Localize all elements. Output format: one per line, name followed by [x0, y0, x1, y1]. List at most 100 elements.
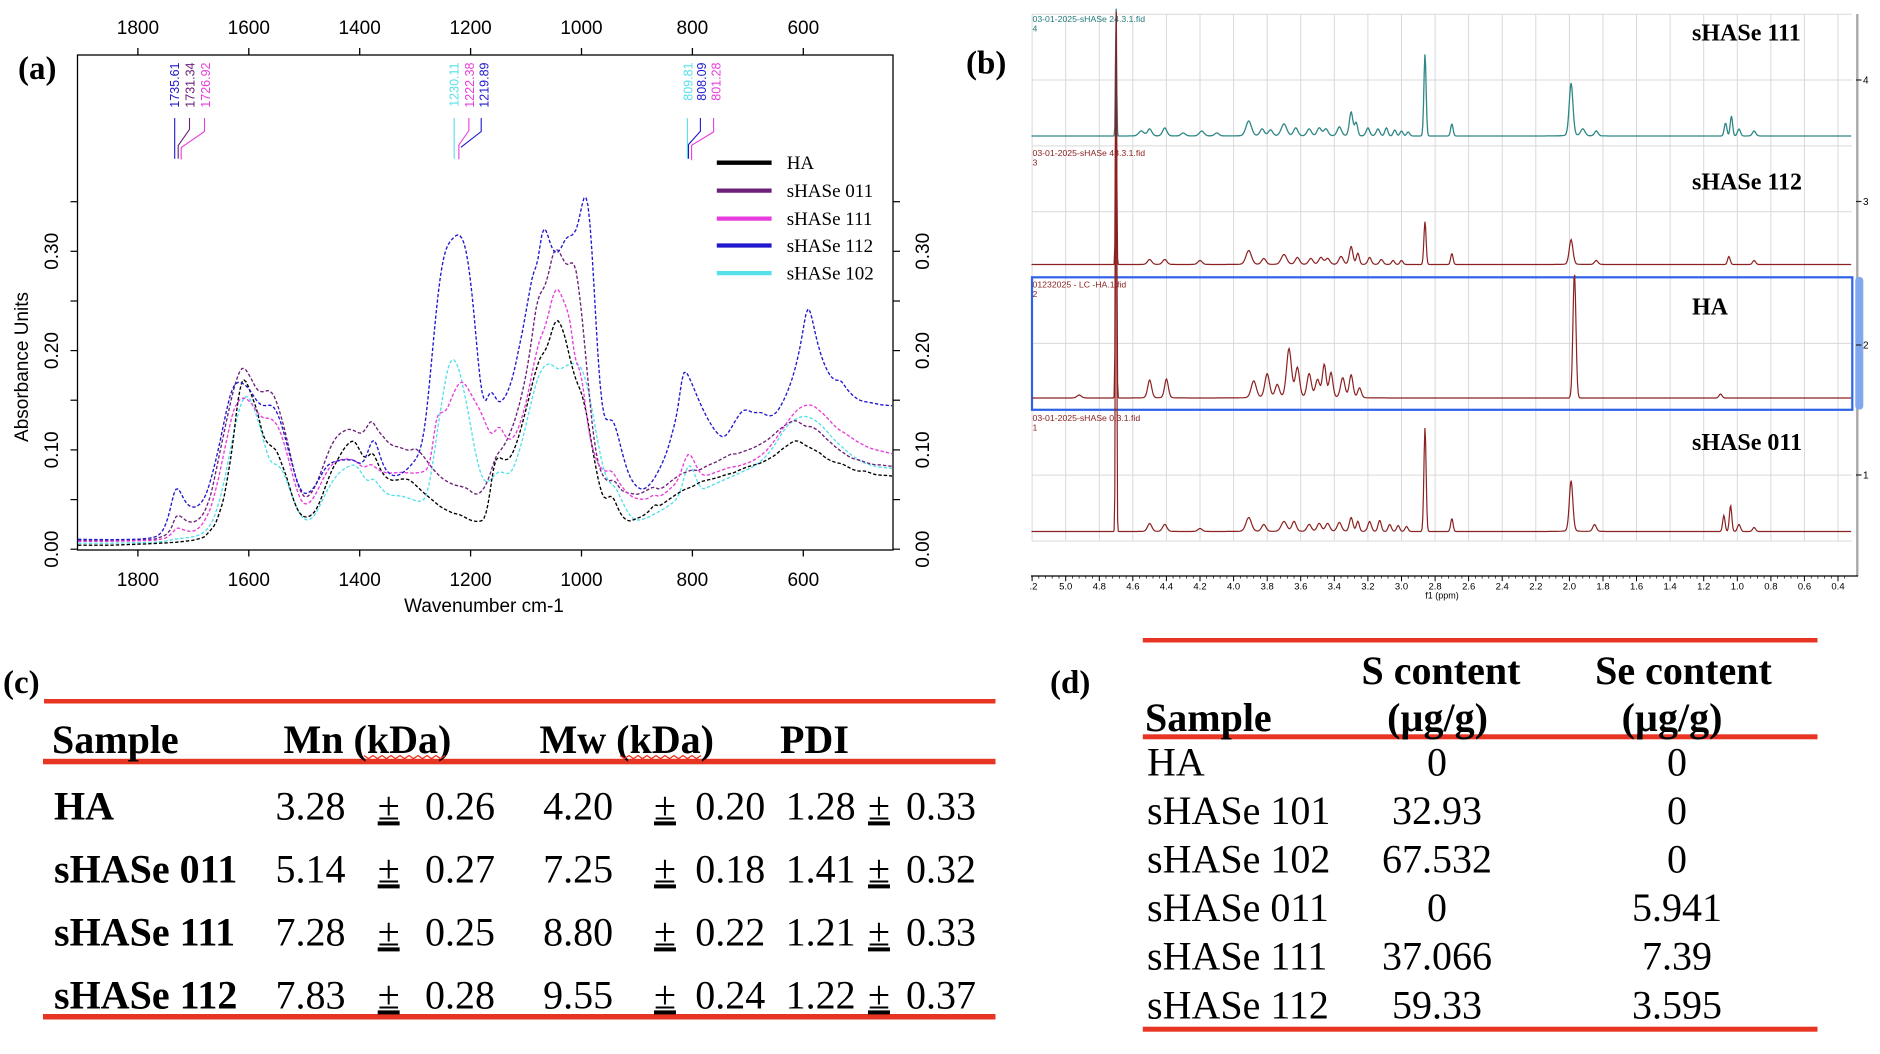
svg-text:sHASe 011: sHASe 011 [1692, 430, 1802, 456]
svg-text:sHASe 011: sHASe 011 [787, 181, 873, 202]
svg-text:600: 600 [787, 18, 819, 39]
svg-text:sHASe 111: sHASe 111 [787, 209, 873, 230]
svg-text:2.8: 2.8 [1428, 582, 1441, 593]
svg-text:(b): (b) [966, 46, 1006, 82]
svg-text:±: ± [868, 972, 890, 1017]
svg-text:sHASe 111: sHASe 111 [1147, 934, 1327, 979]
svg-text:3.595: 3.595 [1632, 982, 1722, 1027]
svg-text:Se content: Se content [1595, 648, 1772, 693]
svg-text:sHASe 011: sHASe 011 [1147, 885, 1329, 930]
svg-text:Sample: Sample [1145, 695, 1272, 740]
svg-text:0.6: 0.6 [1798, 582, 1811, 593]
svg-text:±: ± [654, 783, 676, 828]
svg-text:8.80: 8.80 [543, 909, 613, 954]
svg-text:0.30: 0.30 [42, 233, 63, 270]
svg-text:HA: HA [1147, 739, 1205, 784]
svg-text:0.22: 0.22 [695, 909, 765, 954]
svg-text:±: ± [868, 783, 890, 828]
svg-text:1200: 1200 [449, 570, 491, 591]
svg-text:1.6: 1.6 [1630, 582, 1643, 593]
svg-text:03-01-2025-sHASe 48.3.1.fid: 03-01-2025-sHASe 48.3.1.fid [1033, 148, 1146, 158]
svg-text:1.41: 1.41 [786, 846, 856, 891]
svg-text:1726.92: 1726.92 [199, 62, 213, 107]
svg-text:0.10: 0.10 [913, 431, 934, 468]
svg-text:7.28: 7.28 [276, 909, 346, 954]
svg-text:(µg/g): (µg/g) [1622, 695, 1723, 740]
svg-text:0.30: 0.30 [913, 233, 934, 270]
svg-text:2.6: 2.6 [1462, 582, 1475, 593]
svg-text:±: ± [654, 972, 676, 1017]
svg-text:(c): (c) [3, 665, 40, 701]
svg-text:0.20: 0.20 [42, 332, 63, 369]
svg-text:809.81: 809.81 [681, 62, 695, 100]
svg-text:03-01-2025-sHASe 24.3.1.fid: 03-01-2025-sHASe 24.3.1.fid [1033, 14, 1146, 24]
svg-text:Absorbance Units: Absorbance Units [12, 292, 33, 442]
svg-text:0.32: 0.32 [906, 846, 976, 891]
svg-text:0: 0 [1667, 739, 1687, 784]
svg-text:4.6: 4.6 [1126, 582, 1139, 593]
svg-text:sHASe 111: sHASe 111 [1692, 21, 1801, 47]
svg-text:0.28: 0.28 [425, 972, 495, 1017]
svg-text:600: 600 [787, 570, 819, 591]
svg-text:3.6: 3.6 [1294, 582, 1307, 593]
svg-text:0.4: 0.4 [1831, 582, 1844, 593]
svg-text:59.33: 59.33 [1392, 982, 1482, 1027]
svg-text:0.27: 0.27 [425, 846, 495, 891]
svg-text:±: ± [654, 846, 676, 891]
svg-text:sHASe 102: sHASe 102 [787, 263, 874, 284]
svg-text:32.93: 32.93 [1392, 788, 1482, 833]
svg-text:0.33: 0.33 [906, 909, 976, 954]
svg-text:±: ± [868, 846, 890, 891]
svg-text:1.21: 1.21 [786, 909, 856, 954]
svg-text:03-01-2025-sHASe 0.3.1.fid: 03-01-2025-sHASe 0.3.1.fid [1033, 413, 1141, 423]
svg-text:1000: 1000 [560, 18, 602, 39]
svg-text:sHASe 112: sHASe 112 [54, 972, 237, 1017]
svg-text:(a): (a) [18, 51, 56, 87]
svg-text:1731.34: 1731.34 [184, 62, 198, 107]
svg-text:0: 0 [1427, 739, 1447, 784]
svg-text:4.20: 4.20 [543, 783, 613, 828]
svg-text:0.26: 0.26 [425, 783, 495, 828]
svg-text:9.55: 9.55 [543, 972, 613, 1017]
svg-text:1735.61: 1735.61 [168, 62, 182, 107]
svg-text:2.2: 2.2 [1529, 582, 1542, 593]
svg-text:0.8: 0.8 [1764, 582, 1777, 593]
svg-text:1.8: 1.8 [1596, 582, 1609, 593]
svg-text:HA: HA [1692, 295, 1729, 321]
svg-text:0.20: 0.20 [913, 332, 934, 369]
svg-text:37.066: 37.066 [1382, 934, 1492, 979]
svg-text:4: 4 [1033, 24, 1038, 34]
svg-text:01232025 - LC -HA.1.fid: 01232025 - LC -HA.1.fid [1033, 280, 1127, 290]
svg-text:1600: 1600 [228, 570, 270, 591]
svg-text:0.37: 0.37 [906, 972, 976, 1017]
svg-text:0.25: 0.25 [425, 909, 495, 954]
svg-text:1000: 1000 [560, 570, 602, 591]
svg-text:3.4: 3.4 [1328, 582, 1341, 593]
svg-text:5.941: 5.941 [1632, 885, 1722, 930]
svg-text:5.14: 5.14 [276, 846, 346, 891]
svg-text:1222.38: 1222.38 [463, 62, 477, 107]
svg-text:3.28: 3.28 [276, 783, 346, 828]
svg-text:1.4: 1.4 [1663, 582, 1676, 593]
svg-text:4.4: 4.4 [1160, 582, 1173, 593]
svg-text:±: ± [654, 909, 676, 954]
svg-text:0.10: 0.10 [42, 431, 63, 468]
svg-text:1.2: 1.2 [1697, 582, 1710, 593]
svg-text:±: ± [378, 909, 400, 954]
svg-text:0: 0 [1667, 788, 1687, 833]
svg-text:sHASe 112: sHASe 112 [1147, 982, 1329, 1027]
svg-text:Mn (kDa): Mn (kDa) [284, 717, 452, 762]
svg-text:4.2: 4.2 [1193, 582, 1206, 593]
svg-text:3.2: 3.2 [1361, 582, 1374, 593]
svg-text:1: 1 [1033, 423, 1038, 433]
svg-text:0: 0 [1667, 837, 1687, 882]
svg-text:HA: HA [54, 783, 114, 828]
svg-text:4.8: 4.8 [1093, 582, 1106, 593]
svg-text:7.25: 7.25 [543, 846, 613, 891]
svg-text:0.33: 0.33 [906, 783, 976, 828]
svg-text:3: 3 [1863, 197, 1869, 208]
svg-text:(d): (d) [1050, 665, 1090, 701]
svg-text:1219.89: 1219.89 [477, 62, 491, 107]
svg-text:1600: 1600 [228, 18, 270, 39]
svg-text:±: ± [378, 846, 400, 891]
